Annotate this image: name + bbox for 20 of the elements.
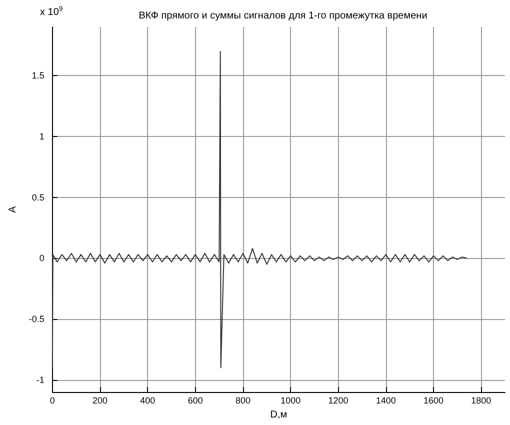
x-tick-label: 800 — [235, 396, 250, 406]
y-axis-title: A — [8, 206, 18, 213]
x-tick-label: 0 — [50, 396, 55, 406]
y-tick-label: 1.5 — [32, 70, 44, 81]
x-tick-label: 1200 — [328, 396, 348, 406]
line-series — [52, 50, 468, 368]
x-tick-label: 200 — [92, 396, 108, 406]
x-axis-title: D,м — [270, 410, 288, 420]
x-tick-label: 1600 — [424, 396, 444, 406]
x-tick-label: 1800 — [471, 396, 492, 406]
x-tick-label: 600 — [188, 396, 203, 406]
x-tick-label: 1000 — [280, 396, 301, 406]
x-tick-label: 400 — [140, 396, 156, 406]
y-tick-label: 0.5 — [32, 192, 44, 202]
y-tick-label: 0 — [39, 253, 44, 264]
y-tick-label: -1 — [36, 374, 44, 385]
chart-title: ВКФ прямого и суммы сигналов для 1-го промежутка времени — [138, 10, 428, 22]
y-tick-label: 1 — [39, 132, 44, 142]
y-tick-label: -0.5 — [28, 314, 44, 324]
x-tick-label: 1400 — [376, 396, 396, 406]
